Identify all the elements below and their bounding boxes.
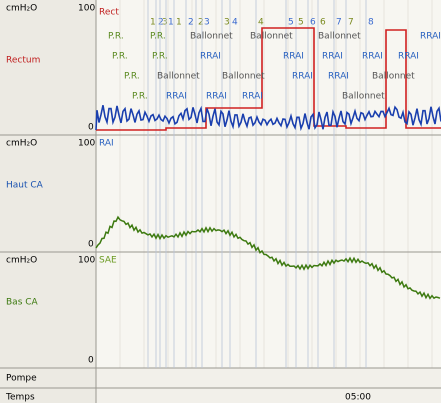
event-number: 3 — [162, 18, 168, 28]
unit-label: cmH₂O — [6, 139, 37, 149]
channel-name: Haut CA — [6, 181, 44, 191]
event-annotation: RRAI — [242, 92, 263, 102]
event-number: 4 — [232, 18, 238, 28]
event-number: 4 — [258, 18, 264, 28]
event-annotation: RRAI — [362, 52, 383, 62]
unit-label: cmH₂O — [6, 256, 37, 266]
event-number: 6 — [310, 18, 316, 28]
event-number: 5 — [288, 18, 294, 28]
row-label: Temps — [5, 393, 35, 403]
event-annotation: Ballonnet — [190, 32, 233, 42]
event-number: 1 — [150, 18, 156, 28]
event-annotation: P.R. — [152, 52, 168, 62]
event-annotation: RRAI — [200, 52, 221, 62]
event-annotation: Ballonnet — [342, 92, 385, 102]
scale-max: 100 — [78, 256, 95, 266]
event-number: 2 — [188, 18, 194, 28]
event-annotation: RRAI — [292, 72, 313, 82]
event-number: 7 — [336, 18, 342, 28]
event-annotation: RRAI — [328, 72, 349, 82]
scale-zero: 0 — [88, 356, 94, 366]
event-annotation: RRAI — [166, 92, 187, 102]
event-number: 8 — [368, 18, 374, 28]
event-number: 2 — [198, 18, 204, 28]
row-label: Pompe — [6, 374, 37, 384]
event-annotation: P.R. — [108, 32, 124, 42]
event-annotation: Ballonnet — [222, 72, 265, 82]
manometry-screen: 123112233445566778 cmH₂O100Rectum0Rectcm… — [0, 0, 441, 403]
scale-zero: 0 — [88, 123, 94, 133]
event-number: 3 — [224, 18, 230, 28]
event-number: 5 — [298, 18, 304, 28]
event-annotation: P.R. — [132, 92, 148, 102]
event-annotation: Ballonnet — [250, 32, 293, 42]
event-annotation: P.R. — [112, 52, 128, 62]
event-annotation: P.R. — [124, 72, 140, 82]
event-number: 1 — [168, 18, 174, 28]
event-annotation: Ballonnet — [372, 72, 415, 82]
event-annotation: RRAI — [398, 52, 419, 62]
event-number: 1 — [176, 18, 182, 28]
event-annotation: RRAI — [283, 52, 304, 62]
event-annotation: Ballonnet — [157, 72, 200, 82]
channel-tag: SAE — [99, 256, 117, 266]
event-number: 3 — [204, 18, 210, 28]
channel-name: Bas CA — [6, 298, 39, 308]
scale-max: 100 — [78, 139, 95, 149]
event-annotation: P.R. — [150, 32, 166, 42]
event-number: 6 — [320, 18, 326, 28]
event-annotation: RRAI — [206, 92, 227, 102]
unit-label: cmH₂O — [6, 4, 37, 14]
channel-tag: Rect — [99, 8, 119, 18]
event-annotation: RRAI — [322, 52, 343, 62]
time-label: 05:00 — [345, 393, 371, 403]
event-annotation: RRAI — [420, 32, 441, 42]
channel-name: Rectum — [6, 56, 40, 66]
channel-tag: RAI — [99, 139, 114, 149]
scale-zero: 0 — [88, 240, 94, 250]
event-annotation: Ballonnet — [318, 32, 361, 42]
event-number: 7 — [348, 18, 354, 28]
scale-max: 100 — [78, 4, 95, 14]
